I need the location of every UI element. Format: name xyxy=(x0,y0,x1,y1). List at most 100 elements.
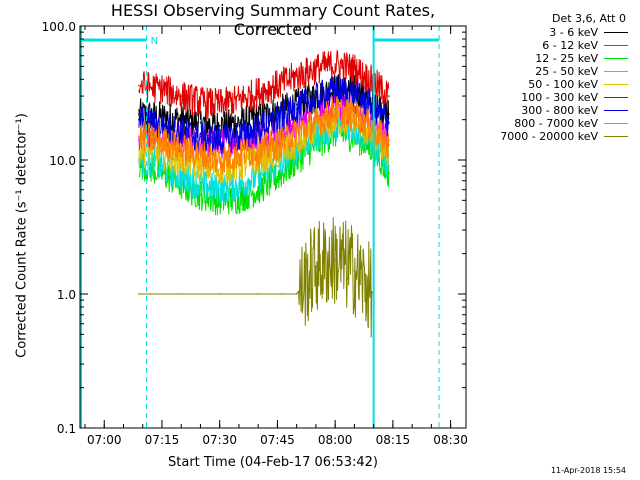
data-point xyxy=(388,121,390,124)
timestamp: 11-Apr-2018 15:54 xyxy=(550,466,626,475)
data-point xyxy=(161,88,163,90)
data-point xyxy=(199,135,202,138)
data-point xyxy=(180,131,182,134)
data-point xyxy=(238,135,240,138)
data-point xyxy=(295,131,298,134)
data-point xyxy=(295,293,298,295)
data-point xyxy=(334,259,337,261)
data-point xyxy=(180,118,182,121)
data-point xyxy=(334,110,337,113)
data-point xyxy=(257,128,260,130)
data-point xyxy=(180,293,182,295)
data-point xyxy=(218,139,221,142)
data-point xyxy=(315,131,317,134)
legend-entry: 3 - 6 keV xyxy=(462,26,640,39)
legend-label: 12 - 25 keV xyxy=(535,52,598,65)
legend-entry: 50 - 100 keV xyxy=(462,78,640,91)
data-point xyxy=(218,188,221,191)
data-point xyxy=(388,95,390,97)
series-8 xyxy=(138,217,375,338)
data-point xyxy=(276,143,279,146)
legend-swatch xyxy=(604,32,628,33)
series-line-5 xyxy=(138,49,390,119)
data-point xyxy=(180,148,182,151)
series-line-0 xyxy=(138,74,390,142)
data-point xyxy=(238,184,240,186)
legend-swatch xyxy=(604,123,628,124)
chart-title: HESSI Observing Summary Count Rates, Cor… xyxy=(110,1,436,39)
legend-swatch xyxy=(604,45,628,46)
data-point xyxy=(295,75,298,78)
data-point xyxy=(276,84,279,87)
data-point xyxy=(388,143,390,146)
legend-swatch xyxy=(604,110,628,111)
legend-label: 100 - 300 keV xyxy=(521,91,598,104)
data-point xyxy=(138,135,140,138)
data-point xyxy=(295,108,298,110)
data-point xyxy=(295,148,298,151)
data-point xyxy=(353,67,356,70)
legend-label: 300 - 800 keV xyxy=(521,104,598,117)
data-point xyxy=(218,103,221,106)
x-axis-label: Start Time (04-Feb-17 06:53:42) xyxy=(168,455,378,470)
legend-entry: 12 - 25 keV xyxy=(462,52,640,65)
legend-swatch xyxy=(604,84,628,85)
series-line-7 xyxy=(138,96,390,175)
data-point xyxy=(218,293,221,295)
chart-overlays: N xyxy=(80,26,440,428)
x-tick-label: 07:00 xyxy=(87,433,122,447)
data-point xyxy=(315,121,317,124)
series-line-4 xyxy=(138,104,390,185)
band-label: N xyxy=(151,36,158,47)
y-axis-label: Corrected Count Rate (s⁻¹ detector⁻¹) xyxy=(14,113,30,358)
data-point xyxy=(334,63,337,65)
plot-frame xyxy=(79,25,467,429)
legend-swatch xyxy=(604,136,628,137)
data-point xyxy=(388,113,390,115)
legend-entry: 7000 - 20000 keV xyxy=(462,130,640,143)
data-point xyxy=(257,91,260,94)
legend-label: 7000 - 20000 keV xyxy=(500,130,598,143)
data-point xyxy=(238,121,240,124)
data-point xyxy=(388,153,390,156)
data-point xyxy=(180,175,182,178)
data-point xyxy=(138,293,140,295)
data-point xyxy=(353,269,356,272)
data-point xyxy=(257,148,260,151)
plot-lines xyxy=(138,49,390,338)
data-point xyxy=(218,168,221,171)
data-point xyxy=(276,175,279,178)
legend-entry: 300 - 800 keV xyxy=(462,104,640,117)
legend-label: 25 - 50 keV xyxy=(535,65,598,78)
legend-swatch xyxy=(604,58,628,59)
data-point xyxy=(257,175,260,178)
legend-entry: 6 - 12 keV xyxy=(462,39,640,52)
data-point xyxy=(199,184,202,186)
data-point xyxy=(315,97,317,99)
data-point xyxy=(257,293,260,295)
data-point xyxy=(180,95,182,97)
legend: 3 - 6 keV 6 - 12 keV 12 - 25 keV 25 - 50 ke… xyxy=(462,26,640,143)
legend-label: 3 - 6 keV xyxy=(549,26,598,39)
data-point xyxy=(315,67,317,70)
legend-label: 50 - 100 keV xyxy=(528,78,598,91)
y-tick-label: 1.0 xyxy=(57,288,76,302)
data-point xyxy=(238,99,240,101)
data-point xyxy=(161,165,163,167)
data-point xyxy=(161,139,163,142)
data-point xyxy=(257,188,260,191)
data-point xyxy=(149,293,152,295)
data-point xyxy=(276,165,279,167)
legend-swatch xyxy=(604,71,628,72)
legend-label: 6 - 12 keV xyxy=(542,39,598,52)
x-tick-label: 08:30 xyxy=(433,433,468,447)
legend-title: Det 3,6, Att 0 xyxy=(552,12,626,25)
series-line-8 xyxy=(138,217,374,338)
data-point xyxy=(353,93,356,95)
y-tick-label: 100.0 xyxy=(42,20,76,34)
data-point xyxy=(138,148,140,151)
data-point xyxy=(161,153,163,156)
x-tick-label: 08:15 xyxy=(376,433,411,447)
y-tick-label: 10.0 xyxy=(49,154,76,168)
